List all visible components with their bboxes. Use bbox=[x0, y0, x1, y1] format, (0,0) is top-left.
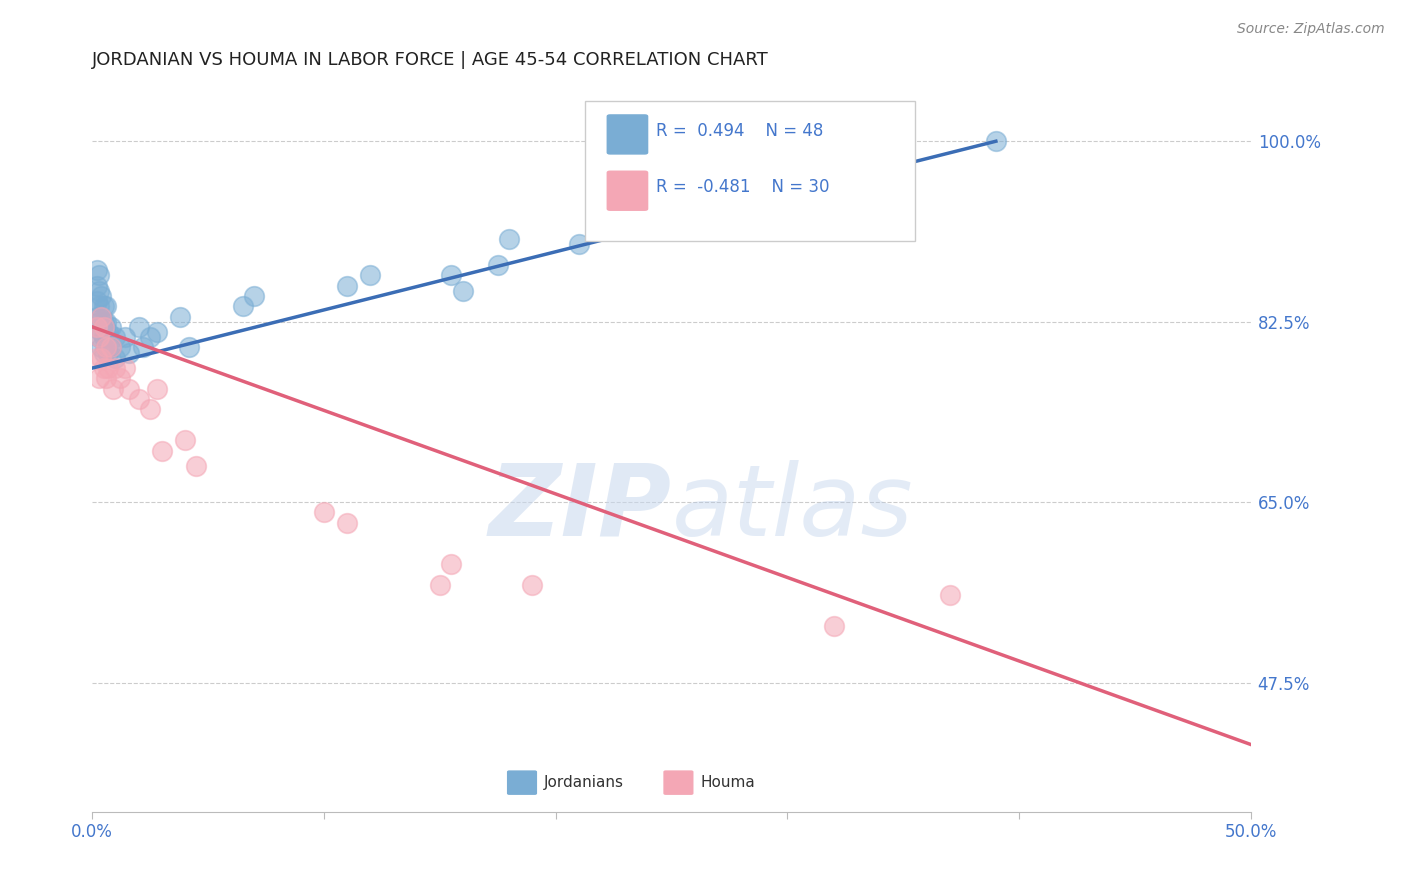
Point bbox=[486, 258, 509, 272]
Point bbox=[86, 319, 108, 334]
Text: JORDANIAN VS HOUMA IN LABOR FORCE | AGE 45-54 CORRELATION CHART: JORDANIAN VS HOUMA IN LABOR FORCE | AGE … bbox=[93, 51, 769, 69]
Point bbox=[86, 351, 108, 365]
Point bbox=[522, 577, 544, 591]
Point bbox=[94, 315, 117, 329]
Point bbox=[100, 341, 122, 355]
Point bbox=[93, 299, 115, 313]
Text: R =  0.494    N = 48: R = 0.494 N = 48 bbox=[657, 122, 824, 140]
Point bbox=[89, 268, 111, 283]
Point bbox=[132, 341, 155, 355]
Point bbox=[90, 341, 112, 355]
Point bbox=[169, 310, 191, 324]
Point bbox=[128, 319, 150, 334]
Point bbox=[93, 315, 115, 329]
Point bbox=[440, 268, 463, 283]
FancyBboxPatch shape bbox=[606, 114, 648, 154]
Point bbox=[243, 289, 266, 303]
Point bbox=[336, 278, 359, 293]
Point bbox=[108, 341, 131, 355]
Point bbox=[118, 345, 141, 359]
Point bbox=[173, 434, 195, 448]
Point bbox=[94, 325, 117, 339]
Point bbox=[89, 284, 111, 298]
Point bbox=[86, 310, 108, 324]
Point bbox=[93, 319, 115, 334]
Point bbox=[86, 294, 108, 309]
Point bbox=[89, 315, 111, 329]
Point bbox=[359, 268, 381, 283]
Point bbox=[89, 330, 111, 344]
Point bbox=[114, 361, 136, 376]
Point bbox=[100, 319, 122, 334]
Text: Houma: Houma bbox=[700, 775, 755, 790]
Point bbox=[94, 341, 117, 355]
Point bbox=[93, 361, 115, 376]
Point bbox=[90, 310, 112, 324]
Point bbox=[101, 382, 124, 396]
Point bbox=[114, 330, 136, 344]
Point bbox=[179, 341, 201, 355]
Point bbox=[108, 371, 131, 385]
Point bbox=[94, 341, 117, 355]
FancyBboxPatch shape bbox=[508, 771, 537, 795]
Point bbox=[232, 299, 254, 313]
Point bbox=[89, 330, 111, 344]
Point bbox=[86, 263, 108, 277]
Point bbox=[938, 588, 960, 602]
FancyBboxPatch shape bbox=[606, 170, 648, 211]
Point bbox=[94, 299, 117, 313]
Text: ZIP: ZIP bbox=[488, 460, 672, 557]
Point bbox=[90, 351, 112, 365]
Point bbox=[86, 278, 108, 293]
Point bbox=[90, 310, 112, 324]
Point bbox=[104, 330, 127, 344]
Point bbox=[93, 330, 115, 344]
Point bbox=[89, 299, 111, 313]
Point bbox=[451, 284, 474, 298]
Point bbox=[186, 458, 208, 473]
Text: R =  -0.481    N = 30: R = -0.481 N = 30 bbox=[657, 178, 830, 196]
Point bbox=[94, 371, 117, 385]
Point bbox=[312, 506, 335, 520]
Point bbox=[104, 361, 127, 376]
Point bbox=[146, 382, 169, 396]
Point bbox=[637, 217, 659, 231]
Point bbox=[440, 557, 463, 571]
Point bbox=[89, 371, 111, 385]
Point bbox=[683, 206, 706, 220]
Point bbox=[336, 516, 359, 530]
Point bbox=[100, 341, 122, 355]
Point bbox=[146, 325, 169, 339]
Point bbox=[90, 289, 112, 303]
Point bbox=[568, 237, 591, 252]
Text: atlas: atlas bbox=[672, 460, 912, 557]
Point bbox=[984, 134, 1007, 148]
Point bbox=[429, 577, 451, 591]
Point bbox=[97, 361, 120, 376]
Point bbox=[150, 443, 173, 458]
Point bbox=[823, 619, 845, 633]
Point bbox=[139, 330, 162, 344]
Point bbox=[139, 402, 162, 417]
Point bbox=[498, 232, 520, 246]
Point bbox=[93, 345, 115, 359]
FancyBboxPatch shape bbox=[664, 771, 693, 795]
Point bbox=[104, 351, 127, 365]
Point bbox=[118, 382, 141, 396]
Point bbox=[128, 392, 150, 406]
Point bbox=[90, 325, 112, 339]
FancyBboxPatch shape bbox=[585, 101, 915, 241]
Text: Jordanians: Jordanians bbox=[544, 775, 624, 790]
Point bbox=[97, 325, 120, 339]
Point bbox=[97, 345, 120, 359]
Text: Source: ZipAtlas.com: Source: ZipAtlas.com bbox=[1237, 22, 1385, 37]
